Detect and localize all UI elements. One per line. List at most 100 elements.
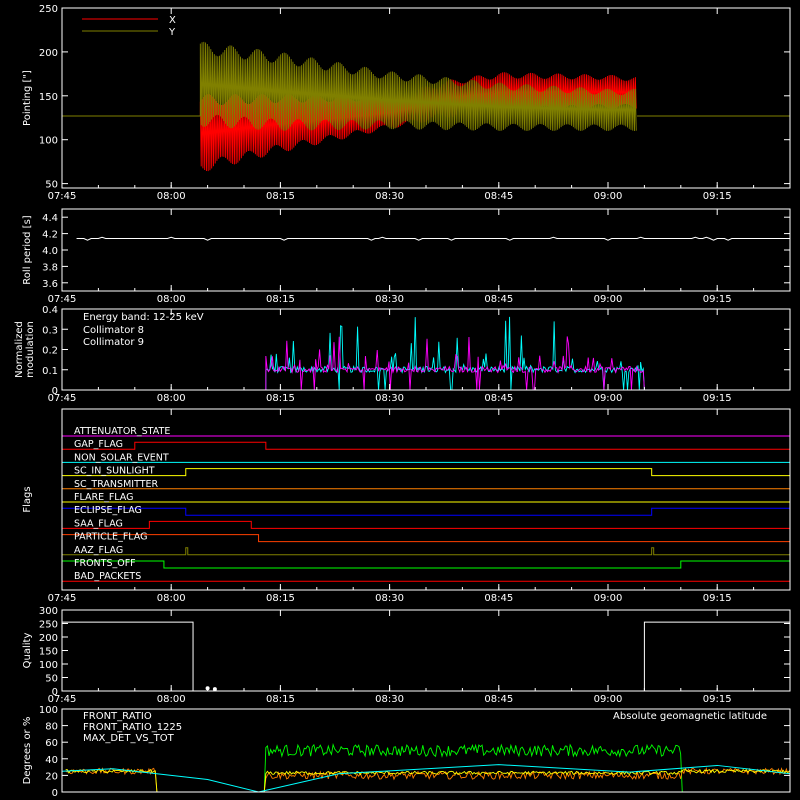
pointing-ytick-label: 50 [45, 180, 58, 191]
flags-xtick-label: 08:15 [266, 593, 295, 604]
quality-xtick-label: 08:15 [266, 694, 295, 705]
pointing-ytick-label: 250 [39, 4, 58, 15]
pointing-xtick-label: 08:45 [484, 191, 513, 202]
quality-ytick-label: 100 [39, 660, 58, 671]
quality-ylabel: Quality [22, 633, 33, 669]
roll_period-xtick-label: 08:15 [266, 294, 295, 305]
ratios-ytick-label: 20 [45, 771, 58, 782]
ratios-ytick-label: 100 [39, 705, 58, 716]
modulation-xtick-label: 08:30 [375, 393, 404, 404]
quality-point [212, 687, 217, 691]
legend-label-collimator-8: Collimator 8 [83, 325, 144, 336]
series-front-ratio-1225-line [65, 743, 790, 792]
roll_period-ytick-label: 3.6 [42, 279, 58, 290]
roll_period-xtick-label: 08:45 [484, 294, 513, 305]
roll_period-xtick-label: 09:00 [594, 294, 623, 305]
quality-ytick-label: 0 [52, 687, 58, 698]
modulation-xtick-label: 08:45 [484, 393, 513, 404]
flag-label-sc-transmitter: SC_TRANSMITTER [74, 479, 159, 490]
series-collimator-9-line [62, 336, 790, 390]
ratios-ylabel: Degrees or % [22, 717, 33, 785]
modulation-xtick-label: 09:00 [594, 393, 623, 404]
modulation-ytick-label: 0.3 [42, 325, 58, 336]
quality-xtick-label: 08:45 [484, 694, 513, 705]
flag-label-eclipse-flag: ECLIPSE_FLAG [74, 505, 142, 516]
series-y-line [199, 41, 637, 131]
quality-ytick-label: 50 [45, 674, 58, 685]
pointing-xtick-label: 09:00 [594, 191, 623, 202]
roll_period-ytick-label: 3.8 [42, 262, 58, 273]
modulation-xtick-label: 07:45 [48, 393, 77, 404]
flag-label-flare-flag: FLARE_FLAG [74, 492, 134, 503]
roll_period-frame [61, 208, 791, 292]
pointing-xtick-label: 07:45 [48, 191, 77, 202]
pointing-xtick-label: 09:15 [703, 191, 732, 202]
legend-label-x: X [169, 15, 176, 26]
flags-xtick-label: 09:15 [703, 593, 732, 604]
legend-label-front-ratio-1225: FRONT_RATIO_1225 [83, 722, 182, 733]
quality-xtick-label: 09:15 [703, 694, 732, 705]
roll_period-plot-area [76, 236, 790, 241]
quality-ytick-label: 250 [39, 620, 58, 631]
flags-xtick-label: 08:30 [375, 593, 404, 604]
flag-label-fronts-off: FRONTS_OFF [74, 558, 136, 569]
quality-ytick-label: 150 [39, 647, 58, 658]
roll_period-ytick-label: 4.4 [42, 213, 58, 224]
quality-xtick-label: 09:00 [594, 694, 623, 705]
quality-xtick-label: 08:00 [157, 694, 186, 705]
modulation-ytick-label: 0.1 [42, 366, 58, 377]
roll_period-ylabel: Roll period [s] [22, 215, 33, 284]
pointing-ytick-label: 200 [39, 48, 58, 59]
flag-label-bad-packets: BAD_PACKETS [74, 571, 141, 582]
legend-label-max-det-vs-tot: MAX_DET_VS_TOT [83, 733, 175, 744]
pointing-ylabel: Pointing ["] [22, 70, 33, 126]
pointing-ytick-label: 100 [39, 136, 58, 147]
quality-plot-area [62, 621, 790, 691]
quality-xtick-label: 08:30 [375, 694, 404, 705]
pointing-xtick-label: 08:15 [266, 191, 295, 202]
flags-plot-area [62, 435, 790, 582]
flag-line-gap-flag [62, 441, 790, 450]
modulation-energy-band-annotation: Energy band: 12-25 keV [83, 312, 204, 323]
flag-line-aaz-flag [62, 547, 790, 556]
legend-label-front-ratio: FRONT_RATIO [83, 711, 152, 722]
modulation-xtick-label: 09:15 [703, 393, 732, 404]
roll_period-ytick-label: 4.0 [42, 246, 58, 257]
modulation-xtick-label: 08:15 [266, 393, 295, 404]
flag-label-attenuator-state: ATTENUATOR_STATE [74, 426, 170, 437]
modulation-ylabel-line: modulation [25, 321, 36, 378]
flag-label-particle-flag: PARTICLE_FLAG [74, 532, 147, 543]
roll_period-xtick-label: 09:15 [703, 294, 732, 305]
flag-label-saa-flag: SAA_FLAG [74, 518, 123, 529]
flags-xtick-label: 08:00 [157, 593, 186, 604]
flags-ylabel: Flags [22, 486, 33, 512]
roll_period-ytick-label: 4.2 [42, 230, 58, 241]
quality-line [62, 621, 790, 691]
ratios-ytick-label: 40 [45, 755, 58, 766]
flag-line-saa-flag [62, 520, 790, 529]
modulation-ytick-label: 0.2 [42, 346, 58, 357]
flag-line-eclipse-flag [62, 507, 790, 516]
flag-label-aaz-flag: AAZ_FLAG [74, 545, 123, 556]
modulation-xtick-label: 08:00 [157, 393, 186, 404]
ratios-ytick-label: 80 [45, 722, 58, 733]
flag-label-non-solar-event: NON_SOLAR_EVENT [74, 452, 169, 463]
flag-label-sc-in-sunlight: SC_IN_SUNLIGHT [74, 466, 155, 477]
pointing-plot-area [62, 41, 790, 172]
ratios-frame [61, 708, 791, 793]
ratios-ytick-label: 60 [45, 738, 58, 749]
ratios-ytick-label: 0 [52, 788, 58, 799]
flag-line-fronts-off [62, 560, 790, 569]
roll_period-xtick-label: 08:30 [375, 294, 404, 305]
ratios-plot-area [62, 743, 790, 792]
roll_period-xtick-label: 08:00 [157, 294, 186, 305]
pointing-xtick-label: 08:00 [157, 191, 186, 202]
flags-xtick-label: 08:45 [484, 593, 513, 604]
legend-label-geomagnetic-latitude: Absolute geomagnetic latitude [613, 711, 767, 722]
quality-xtick-label: 07:45 [48, 694, 77, 705]
quality-ytick-label: 300 [39, 606, 58, 617]
modulation-ylabel-line: Normalized [14, 321, 25, 378]
quality-ytick-label: 200 [39, 633, 58, 644]
roll_period-xtick-label: 07:45 [48, 294, 77, 305]
